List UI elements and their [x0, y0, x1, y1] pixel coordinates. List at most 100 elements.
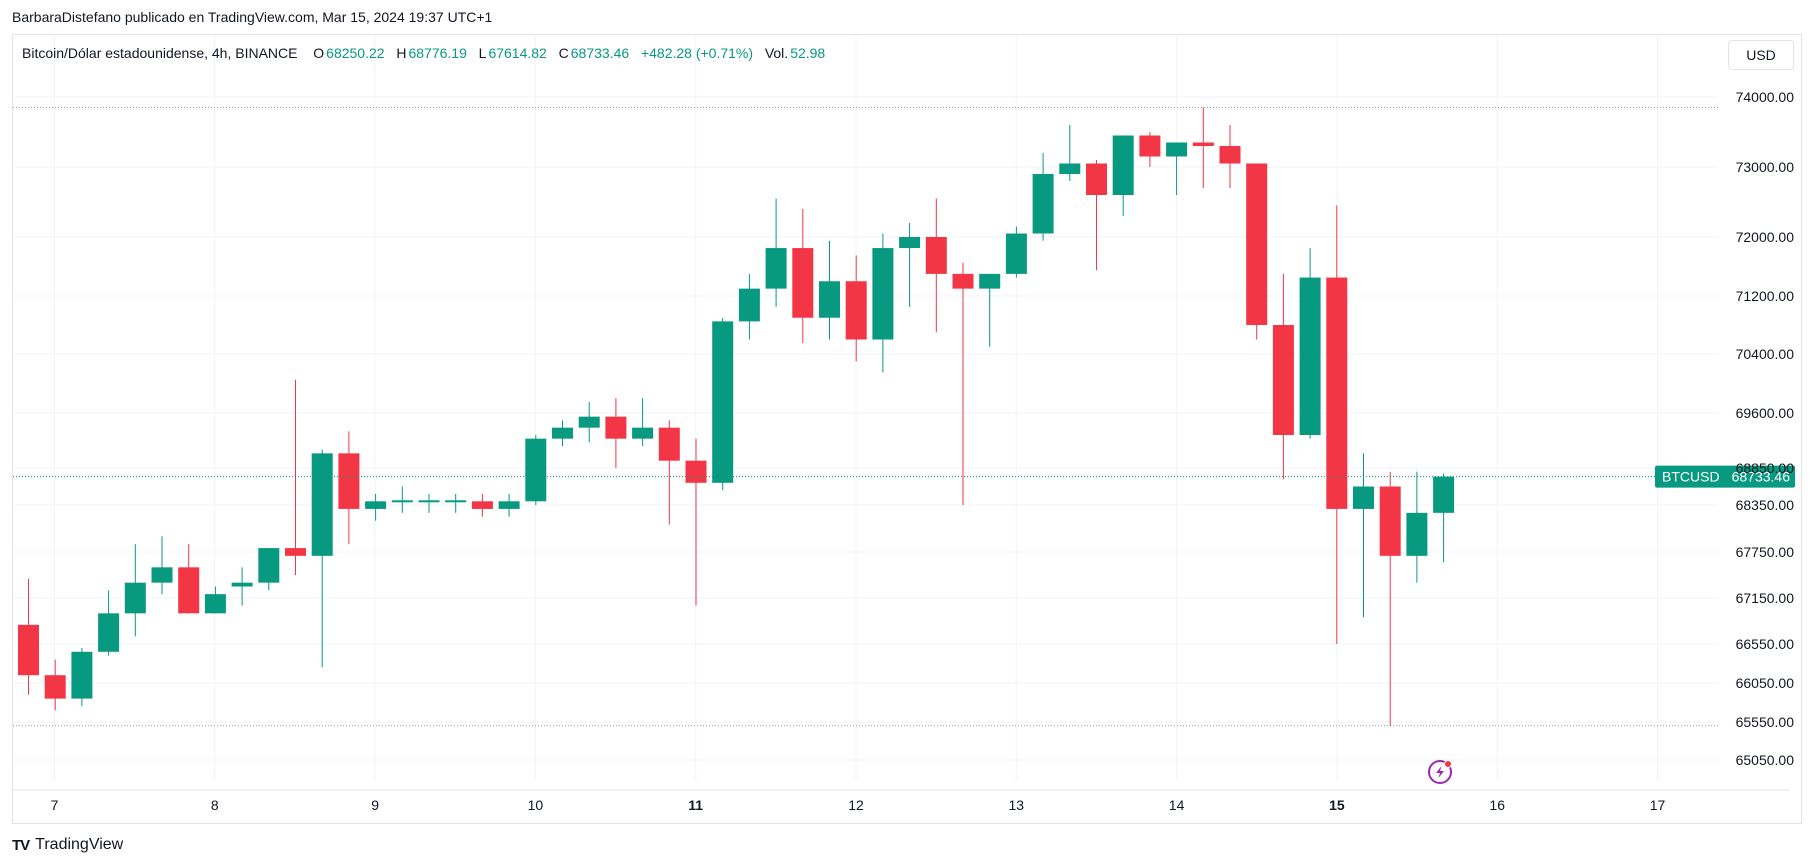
grid-lines [13, 34, 1718, 780]
x-tick-label: 8 [211, 797, 219, 813]
x-tick-label: 13 [1009, 797, 1025, 813]
candle-body [498, 501, 520, 509]
price-label-value: 68733.46 [1732, 469, 1791, 485]
candle-body [1166, 142, 1188, 157]
candle-body [151, 567, 173, 583]
candle-body [578, 416, 600, 428]
candle-body [792, 248, 814, 318]
candle-body [391, 500, 413, 503]
candle-body [1299, 277, 1321, 435]
candle-body [204, 594, 226, 614]
y-tick-label: 65550.00 [1736, 714, 1795, 730]
candle-body [738, 288, 760, 322]
x-tick-label: 14 [1169, 797, 1185, 813]
y-tick-label: 72000.00 [1736, 229, 1795, 245]
candle-body [1406, 512, 1428, 556]
candle-body [605, 416, 627, 439]
candle-body [765, 248, 787, 289]
candle-body [178, 567, 200, 614]
x-tick-label: 11 [688, 797, 703, 813]
legend-change: +482.28 (+0.71%) [640, 45, 754, 61]
x-tick-label: 15 [1329, 797, 1345, 813]
y-tick-label: 73000.00 [1736, 159, 1795, 175]
price-label-symbol: BTCUSD [1662, 469, 1720, 485]
legend-volume-value: 52.98 [790, 45, 826, 61]
candle-body [231, 582, 253, 587]
candle-body [658, 427, 680, 461]
tradingview-logo-icon: TV [12, 836, 30, 854]
candle-body [925, 237, 947, 274]
brand-name: TradingView [35, 836, 124, 853]
candle-body [1433, 476, 1455, 513]
x-tick-label: 17 [1650, 797, 1666, 813]
y-tick-label: 68850.00 [1736, 460, 1795, 476]
candle-body [632, 427, 654, 439]
legend-open-value: 68250.22 [326, 45, 385, 61]
chart-legend: Bitcoin/Dólar estadounidense, 4h, BINANC… [22, 45, 825, 61]
candle-body [365, 501, 387, 509]
x-tick-label: 9 [371, 797, 379, 813]
y-tick-label: 66050.00 [1736, 675, 1795, 691]
candle-body [1272, 325, 1294, 435]
y-tick-label: 65050.00 [1736, 752, 1795, 768]
publisher-caption: BarbaraDistefano publicado en TradingVie… [12, 9, 493, 25]
lightning-icon[interactable] [1428, 760, 1452, 784]
legend-low-label: L [478, 45, 487, 61]
candle-body [1326, 277, 1348, 509]
x-tick-label: 12 [848, 797, 864, 813]
chart-frame[interactable] [12, 34, 1802, 824]
legend-open-label: O [313, 45, 325, 61]
candle-body [1005, 233, 1027, 274]
legend-close-label: C [558, 45, 569, 61]
candle-body [1219, 146, 1241, 164]
candle-body [1246, 163, 1268, 325]
candle-body [979, 273, 1001, 289]
candle-body [445, 500, 467, 503]
candle-body [819, 281, 840, 318]
candle-body [685, 460, 707, 483]
time-axis: 7 8 9 10 11 12 13 14 15 16 17 [13, 789, 1790, 813]
price-label-box [1655, 465, 1795, 488]
x-tick-label: 16 [1489, 797, 1505, 813]
candle-body [311, 453, 333, 556]
candle-body [124, 582, 146, 614]
y-tick-label: 71200.00 [1736, 288, 1795, 304]
candle-body [1059, 163, 1081, 174]
candle-body [71, 651, 93, 699]
candle-body [1086, 163, 1107, 195]
legend-title: Bitcoin/Dólar estadounidense, 4h, BINANC… [22, 45, 298, 61]
candle-body [712, 321, 734, 483]
y-tick-label: 69600.00 [1736, 405, 1795, 421]
candle-body [338, 453, 360, 509]
candle-body [471, 501, 493, 509]
x-tick-label: 10 [528, 797, 544, 813]
tradingview-footer[interactable]: TV TradingView [12, 836, 123, 854]
candles [18, 107, 1455, 726]
candle-body [872, 248, 894, 340]
candle-body [44, 675, 66, 699]
last-price-line: BTCUSD 68733.46 [13, 465, 1795, 488]
y-tick-label: 66550.00 [1736, 636, 1795, 652]
candle-body [1353, 486, 1374, 509]
legend-high-value: 68776.19 [408, 45, 467, 61]
candle-body [18, 624, 39, 676]
y-tick-label: 74000.00 [1736, 89, 1795, 105]
candle-body [525, 438, 547, 502]
candle-body [899, 237, 921, 249]
currency-button[interactable]: USD [1728, 40, 1794, 70]
candle-body [418, 500, 440, 503]
legend-volume-label: Vol. [764, 45, 789, 61]
x-tick-label: 7 [51, 797, 59, 813]
candle-body [1032, 174, 1054, 234]
legend-high-label: H [396, 45, 407, 61]
candle-body [845, 281, 867, 340]
price-axis: 74000.00 73000.00 72000.00 71200.00 70400.00… [1736, 89, 1795, 768]
candle-body [285, 548, 306, 556]
candle-body [98, 613, 120, 652]
candle-body [258, 548, 280, 583]
legend-close-value: 68733.46 [570, 45, 630, 61]
range-dotted-lines [13, 107, 1718, 727]
candle-body [1379, 486, 1401, 556]
candle-body [952, 273, 974, 289]
